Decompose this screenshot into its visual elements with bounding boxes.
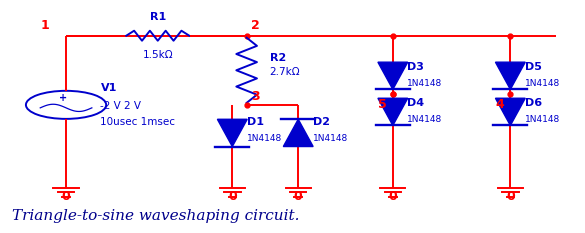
Polygon shape bbox=[495, 62, 525, 89]
Text: Triangle-to-sine waveshaping circuit.: Triangle-to-sine waveshaping circuit. bbox=[12, 209, 299, 223]
Text: 0: 0 bbox=[388, 190, 397, 203]
Text: 2.7kΩ: 2.7kΩ bbox=[270, 67, 300, 77]
Text: 0: 0 bbox=[294, 190, 302, 203]
Text: 1N4148: 1N4148 bbox=[247, 134, 282, 143]
Text: 0: 0 bbox=[61, 190, 70, 203]
Text: D3: D3 bbox=[407, 62, 424, 72]
Text: 10usec 1msec: 10usec 1msec bbox=[101, 117, 176, 127]
Text: 1N4148: 1N4148 bbox=[407, 79, 442, 88]
Text: 1N4148: 1N4148 bbox=[525, 79, 560, 88]
Text: +: + bbox=[59, 93, 67, 103]
Polygon shape bbox=[378, 98, 408, 126]
Text: R2: R2 bbox=[270, 53, 286, 63]
Text: 5: 5 bbox=[378, 98, 387, 111]
Text: 1N4148: 1N4148 bbox=[525, 115, 560, 124]
Text: 2: 2 bbox=[251, 19, 260, 32]
Text: 1: 1 bbox=[40, 19, 49, 32]
Text: 0: 0 bbox=[228, 190, 237, 203]
Text: 3: 3 bbox=[251, 90, 260, 103]
Text: D1: D1 bbox=[247, 117, 264, 127]
Text: D4: D4 bbox=[407, 98, 424, 108]
Text: R1: R1 bbox=[150, 12, 166, 22]
Text: D2: D2 bbox=[312, 117, 329, 127]
Polygon shape bbox=[283, 119, 313, 147]
Text: 4: 4 bbox=[496, 98, 505, 111]
Polygon shape bbox=[378, 62, 408, 89]
Text: 1N4148: 1N4148 bbox=[407, 115, 442, 124]
Polygon shape bbox=[218, 119, 247, 147]
Text: 0: 0 bbox=[506, 190, 515, 203]
Polygon shape bbox=[495, 98, 525, 126]
Text: D5: D5 bbox=[525, 62, 542, 72]
Text: 1N4148: 1N4148 bbox=[312, 134, 348, 143]
Text: -2 V 2 V: -2 V 2 V bbox=[101, 101, 142, 111]
Text: 1.5kΩ: 1.5kΩ bbox=[143, 50, 173, 60]
Text: V1: V1 bbox=[101, 83, 117, 93]
Text: D6: D6 bbox=[525, 98, 542, 108]
